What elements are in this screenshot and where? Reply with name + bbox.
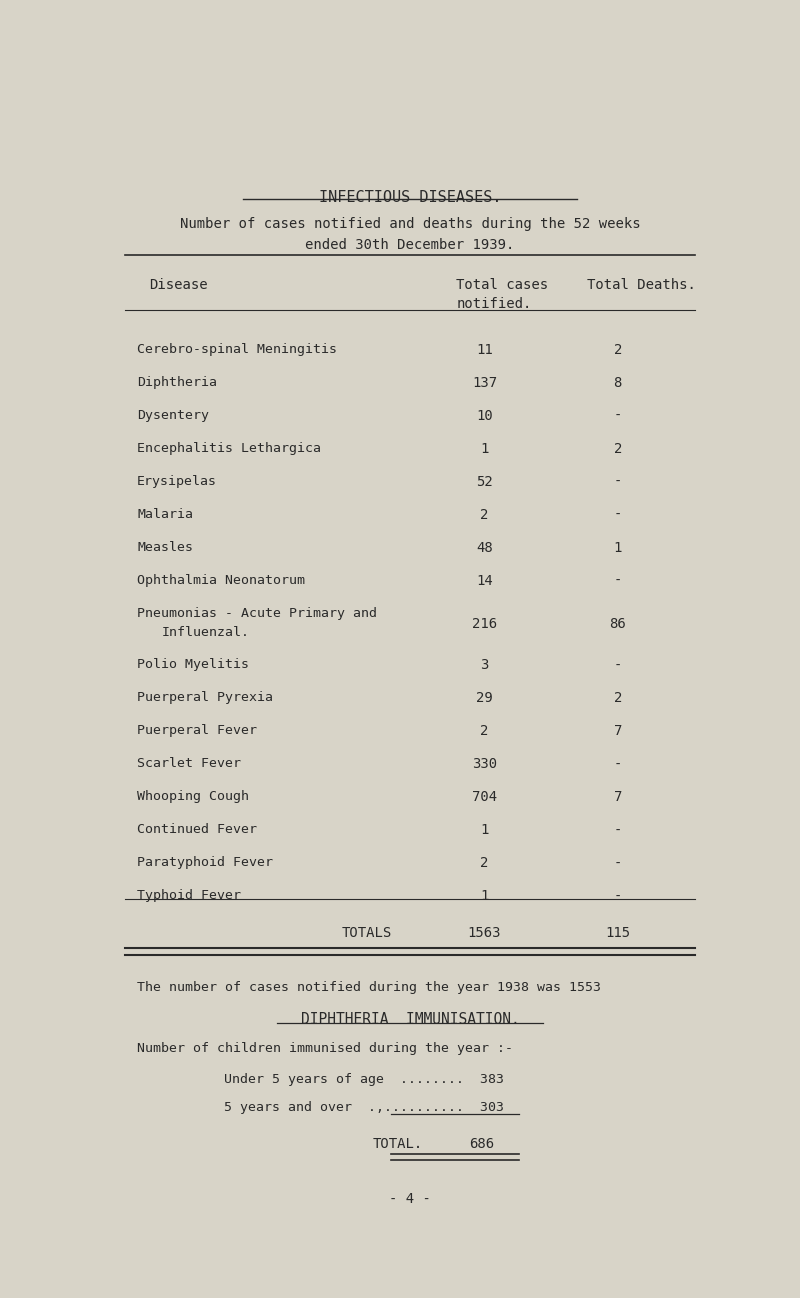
Text: Continued Fever: Continued Fever [138, 823, 258, 836]
Text: -: - [614, 889, 622, 903]
Text: Typhoid Fever: Typhoid Fever [138, 889, 242, 902]
Text: Pneumonias - Acute Primary and: Pneumonias - Acute Primary and [138, 606, 378, 619]
Text: Ophthalmia Neonatorum: Ophthalmia Neonatorum [138, 574, 306, 587]
Text: Disease: Disease [150, 278, 208, 292]
Text: 2: 2 [480, 724, 489, 739]
Text: Cerebro-spinal Meningitis: Cerebro-spinal Meningitis [138, 343, 338, 356]
Text: Polio Myelitis: Polio Myelitis [138, 658, 250, 671]
Text: 1: 1 [480, 889, 489, 903]
Text: 86: 86 [610, 617, 626, 631]
Text: -: - [614, 857, 622, 871]
Text: 29: 29 [476, 692, 493, 706]
Text: Diphtheria: Diphtheria [138, 375, 218, 388]
Text: 7: 7 [614, 790, 622, 805]
Text: 1563: 1563 [468, 927, 501, 940]
Text: Total Deaths.: Total Deaths. [586, 278, 695, 292]
Text: DIPHTHERIA  IMMUNISATION.: DIPHTHERIA IMMUNISATION. [301, 1012, 519, 1027]
Text: 48: 48 [476, 540, 493, 554]
Text: Measles: Measles [138, 540, 194, 553]
Text: 137: 137 [472, 375, 497, 389]
Text: Scarlet Fever: Scarlet Fever [138, 758, 242, 771]
Text: 14: 14 [476, 574, 493, 588]
Text: The number of cases notified during the year 1938 was 1553: The number of cases notified during the … [138, 981, 602, 994]
Text: 2: 2 [480, 508, 489, 522]
Text: TOTALS: TOTALS [341, 927, 391, 940]
Text: Dysentery: Dysentery [138, 409, 210, 422]
Text: -: - [614, 658, 622, 672]
Text: 11: 11 [476, 343, 493, 357]
Text: Malaria: Malaria [138, 508, 194, 520]
Text: 8: 8 [614, 375, 622, 389]
Text: Under 5 years of age  ........  383: Under 5 years of age ........ 383 [224, 1073, 504, 1086]
Text: -: - [614, 574, 622, 588]
Text: Number of children immunised during the year :-: Number of children immunised during the … [138, 1042, 514, 1055]
Text: 2: 2 [614, 692, 622, 706]
Text: -: - [614, 758, 622, 771]
Text: Erysipelas: Erysipelas [138, 475, 218, 488]
Text: TOTAL.: TOTAL. [373, 1137, 423, 1151]
Text: 7: 7 [614, 724, 622, 739]
Text: 216: 216 [472, 617, 497, 631]
Text: Encephalitis Lethargica: Encephalitis Lethargica [138, 441, 321, 454]
Text: INFECTIOUS DISEASES.: INFECTIOUS DISEASES. [318, 190, 502, 205]
Text: 52: 52 [476, 475, 493, 488]
Text: Puerperal Fever: Puerperal Fever [138, 724, 258, 737]
Text: 1: 1 [480, 441, 489, 456]
Text: Number of cases notified and deaths during the 52 weeks: Number of cases notified and deaths duri… [180, 217, 640, 231]
Text: 1: 1 [614, 540, 622, 554]
Text: Paratyphoid Fever: Paratyphoid Fever [138, 857, 273, 870]
Text: 5 years and over  .,..........  303: 5 years and over .,.......... 303 [224, 1101, 504, 1114]
Text: Total cases: Total cases [457, 278, 549, 292]
Text: -: - [614, 823, 622, 837]
Text: 704: 704 [472, 790, 497, 805]
Text: 686: 686 [469, 1137, 494, 1151]
Text: 330: 330 [472, 758, 497, 771]
Text: Influenzal.: Influenzal. [162, 626, 250, 639]
Text: 1: 1 [480, 823, 489, 837]
Text: Puerperal Pyrexia: Puerperal Pyrexia [138, 692, 273, 705]
Text: 10: 10 [476, 409, 493, 423]
Text: 2: 2 [614, 343, 622, 357]
Text: - 4 -: - 4 - [389, 1192, 431, 1206]
Text: ended 30th December 1939.: ended 30th December 1939. [306, 238, 514, 252]
Text: notified.: notified. [457, 297, 532, 310]
Text: 2: 2 [614, 441, 622, 456]
Text: 115: 115 [605, 927, 630, 940]
Text: 3: 3 [480, 658, 489, 672]
Text: -: - [614, 508, 622, 522]
Text: -: - [614, 409, 622, 423]
Text: 2: 2 [480, 857, 489, 871]
Text: Whooping Cough: Whooping Cough [138, 790, 250, 803]
Text: -: - [614, 475, 622, 488]
